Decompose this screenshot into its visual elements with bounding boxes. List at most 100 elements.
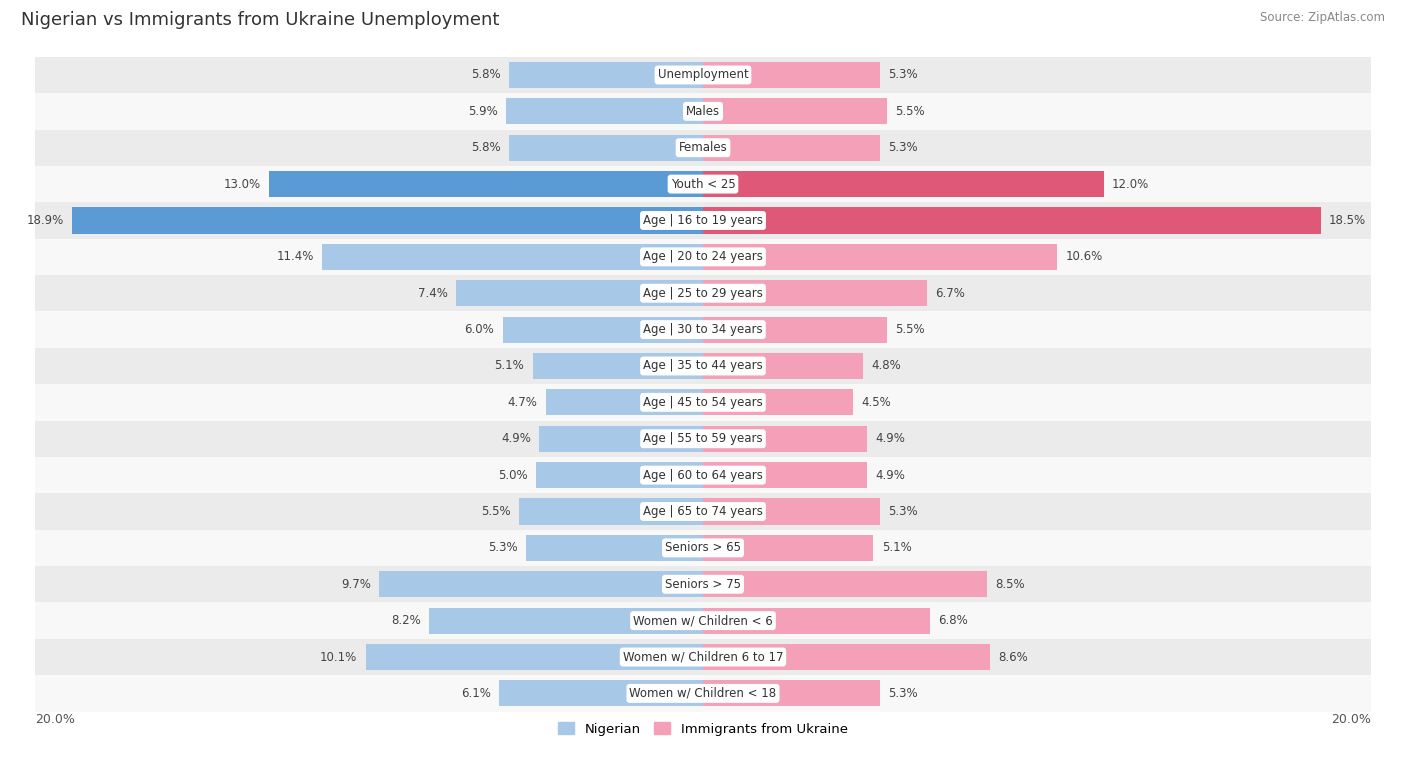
Bar (35, 275, 1371, 311)
Bar (703, 425, 866, 452)
Text: 5.8%: 5.8% (471, 68, 501, 82)
Bar (35, 129, 1371, 166)
Text: 5.3%: 5.3% (488, 541, 517, 554)
Text: 20.0%: 20.0% (1331, 713, 1371, 727)
Bar (509, 62, 703, 88)
Bar (533, 353, 703, 379)
Text: 4.8%: 4.8% (872, 360, 901, 372)
Text: Age | 55 to 59 years: Age | 55 to 59 years (643, 432, 763, 445)
Text: 5.1%: 5.1% (495, 360, 524, 372)
Text: 4.5%: 4.5% (862, 396, 891, 409)
Bar (703, 534, 873, 561)
Bar (429, 608, 703, 634)
Text: 5.3%: 5.3% (889, 142, 918, 154)
Text: Age | 65 to 74 years: Age | 65 to 74 years (643, 505, 763, 518)
Text: 20.0%: 20.0% (35, 713, 75, 727)
Bar (35, 457, 1371, 494)
Text: 12.0%: 12.0% (1112, 178, 1149, 191)
Bar (35, 385, 1371, 421)
Bar (380, 572, 703, 597)
Text: Females: Females (679, 142, 727, 154)
Text: 4.7%: 4.7% (508, 396, 537, 409)
Text: 5.5%: 5.5% (896, 104, 925, 118)
Bar (526, 534, 703, 561)
Bar (703, 681, 880, 706)
Bar (35, 93, 1371, 129)
Bar (540, 425, 703, 452)
Text: Women w/ Children < 18: Women w/ Children < 18 (630, 687, 776, 700)
Bar (703, 498, 880, 525)
Bar (703, 244, 1057, 270)
Text: 5.3%: 5.3% (889, 68, 918, 82)
Text: 11.4%: 11.4% (277, 251, 314, 263)
Bar (703, 62, 880, 88)
Bar (35, 675, 1371, 712)
Bar (703, 207, 1320, 234)
Bar (703, 608, 931, 634)
Bar (502, 316, 703, 343)
Bar (536, 462, 703, 488)
Text: 5.3%: 5.3% (889, 687, 918, 700)
Legend: Nigerian, Immigrants from Ukraine: Nigerian, Immigrants from Ukraine (553, 717, 853, 741)
Text: Age | 45 to 54 years: Age | 45 to 54 years (643, 396, 763, 409)
Text: 10.6%: 10.6% (1066, 251, 1102, 263)
Text: Age | 25 to 29 years: Age | 25 to 29 years (643, 287, 763, 300)
Bar (703, 171, 1104, 197)
Bar (269, 171, 703, 197)
Bar (35, 530, 1371, 566)
Text: 5.0%: 5.0% (498, 469, 527, 481)
Text: 5.5%: 5.5% (896, 323, 925, 336)
Text: 5.1%: 5.1% (882, 541, 911, 554)
Text: Males: Males (686, 104, 720, 118)
Bar (703, 135, 880, 160)
Bar (35, 639, 1371, 675)
Text: 4.9%: 4.9% (501, 432, 531, 445)
Text: 8.5%: 8.5% (995, 578, 1025, 590)
Bar (322, 244, 703, 270)
Bar (35, 238, 1371, 275)
Text: 4.9%: 4.9% (875, 469, 905, 481)
Text: Unemployment: Unemployment (658, 68, 748, 82)
Bar (35, 347, 1371, 385)
Bar (703, 572, 987, 597)
Bar (35, 603, 1371, 639)
Text: 6.7%: 6.7% (935, 287, 965, 300)
Bar (703, 98, 887, 124)
Bar (519, 498, 703, 525)
Bar (35, 202, 1371, 238)
Text: Age | 30 to 34 years: Age | 30 to 34 years (643, 323, 763, 336)
Bar (35, 57, 1371, 93)
Bar (703, 316, 887, 343)
Text: 8.6%: 8.6% (998, 650, 1028, 664)
Bar (456, 280, 703, 307)
Bar (35, 421, 1371, 457)
Bar (499, 681, 703, 706)
Bar (506, 98, 703, 124)
Text: 5.9%: 5.9% (468, 104, 498, 118)
Text: Youth < 25: Youth < 25 (671, 178, 735, 191)
Text: 4.9%: 4.9% (875, 432, 905, 445)
Text: 5.5%: 5.5% (481, 505, 510, 518)
Text: Women w/ Children < 6: Women w/ Children < 6 (633, 614, 773, 627)
Text: 7.4%: 7.4% (418, 287, 447, 300)
Bar (703, 353, 863, 379)
Text: 6.8%: 6.8% (938, 614, 969, 627)
Text: Age | 20 to 24 years: Age | 20 to 24 years (643, 251, 763, 263)
Bar (35, 494, 1371, 530)
Text: Age | 35 to 44 years: Age | 35 to 44 years (643, 360, 763, 372)
Text: Women w/ Children 6 to 17: Women w/ Children 6 to 17 (623, 650, 783, 664)
Text: 10.1%: 10.1% (321, 650, 357, 664)
Text: 8.2%: 8.2% (391, 614, 420, 627)
Text: 18.9%: 18.9% (27, 214, 63, 227)
Bar (703, 280, 927, 307)
Bar (703, 462, 866, 488)
Text: 5.8%: 5.8% (471, 142, 501, 154)
Text: 5.3%: 5.3% (889, 505, 918, 518)
Bar (703, 644, 990, 670)
Text: 13.0%: 13.0% (224, 178, 260, 191)
Text: 9.7%: 9.7% (340, 578, 371, 590)
Text: 18.5%: 18.5% (1329, 214, 1367, 227)
Text: Age | 60 to 64 years: Age | 60 to 64 years (643, 469, 763, 481)
Text: Nigerian vs Immigrants from Ukraine Unemployment: Nigerian vs Immigrants from Ukraine Unem… (21, 11, 499, 30)
Text: Age | 16 to 19 years: Age | 16 to 19 years (643, 214, 763, 227)
